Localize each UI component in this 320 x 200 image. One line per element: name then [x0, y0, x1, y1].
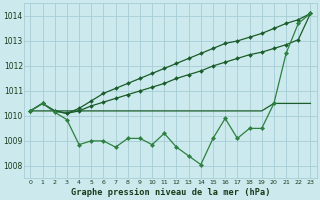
X-axis label: Graphe pression niveau de la mer (hPa): Graphe pression niveau de la mer (hPa) [71, 188, 270, 197]
